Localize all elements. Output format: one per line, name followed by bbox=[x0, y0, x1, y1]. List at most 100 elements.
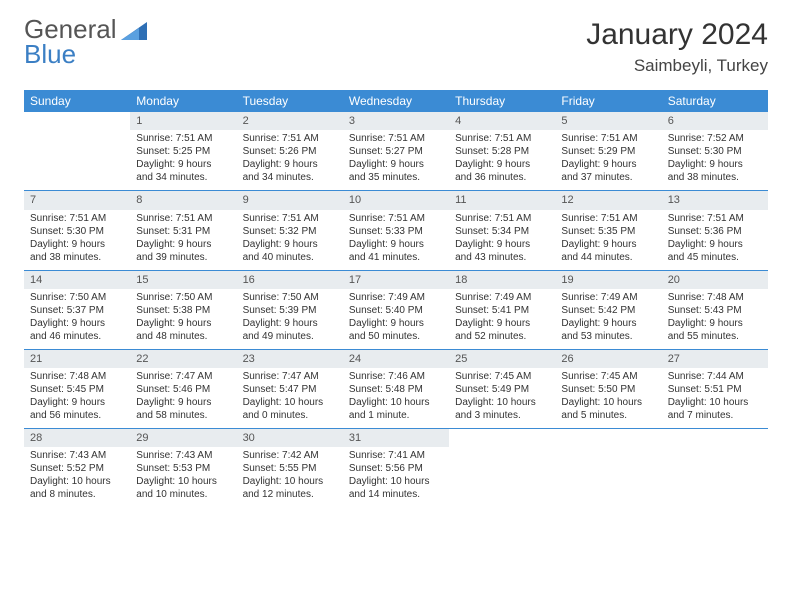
calendar-week: 7Sunrise: 7:51 AMSunset: 5:30 PMDaylight… bbox=[24, 191, 768, 270]
sunset-line: Sunset: 5:31 PM bbox=[136, 225, 230, 238]
daylight-line: Daylight: 9 hours and 37 minutes. bbox=[561, 158, 655, 184]
daylight-line: Daylight: 9 hours and 56 minutes. bbox=[30, 396, 124, 422]
sunrise-line: Sunrise: 7:50 AM bbox=[243, 291, 337, 304]
sunset-line: Sunset: 5:28 PM bbox=[455, 145, 549, 158]
sunrise-line: Sunrise: 7:51 AM bbox=[243, 212, 337, 225]
calendar-cell: .. bbox=[24, 112, 130, 191]
daylight-line: Daylight: 10 hours and 12 minutes. bbox=[243, 475, 337, 501]
sunrise-line: Sunrise: 7:51 AM bbox=[455, 212, 549, 225]
sunset-line: Sunset: 5:27 PM bbox=[349, 145, 443, 158]
day-number: 5 bbox=[555, 112, 661, 130]
sunset-line: Sunset: 5:56 PM bbox=[349, 462, 443, 475]
calendar-cell: 23Sunrise: 7:47 AMSunset: 5:47 PMDayligh… bbox=[237, 349, 343, 428]
calendar-cell: 26Sunrise: 7:45 AMSunset: 5:50 PMDayligh… bbox=[555, 349, 661, 428]
daylight-line: Daylight: 10 hours and 7 minutes. bbox=[668, 396, 762, 422]
sunrise-line: Sunrise: 7:52 AM bbox=[668, 132, 762, 145]
sunrise-line: Sunrise: 7:51 AM bbox=[349, 212, 443, 225]
calendar-cell: 7Sunrise: 7:51 AMSunset: 5:30 PMDaylight… bbox=[24, 191, 130, 270]
calendar-cell: 10Sunrise: 7:51 AMSunset: 5:33 PMDayligh… bbox=[343, 191, 449, 270]
day-body: Sunrise: 7:43 AMSunset: 5:53 PMDaylight:… bbox=[130, 447, 236, 507]
sunset-line: Sunset: 5:50 PM bbox=[561, 383, 655, 396]
sunset-line: Sunset: 5:36 PM bbox=[668, 225, 762, 238]
daylight-line: Daylight: 9 hours and 34 minutes. bbox=[136, 158, 230, 184]
daylight-line: Daylight: 10 hours and 10 minutes. bbox=[136, 475, 230, 501]
day-number: 3 bbox=[343, 112, 449, 130]
day-number: 18 bbox=[449, 271, 555, 289]
sunset-line: Sunset: 5:51 PM bbox=[668, 383, 762, 396]
day-body: Sunrise: 7:48 AMSunset: 5:43 PMDaylight:… bbox=[662, 289, 768, 349]
day-body: Sunrise: 7:51 AMSunset: 5:32 PMDaylight:… bbox=[237, 210, 343, 270]
daylight-line: Daylight: 9 hours and 35 minutes. bbox=[349, 158, 443, 184]
daylight-line: Daylight: 10 hours and 3 minutes. bbox=[455, 396, 549, 422]
sunset-line: Sunset: 5:25 PM bbox=[136, 145, 230, 158]
day-body: Sunrise: 7:51 AMSunset: 5:35 PMDaylight:… bbox=[555, 210, 661, 270]
daylight-line: Daylight: 10 hours and 5 minutes. bbox=[561, 396, 655, 422]
day-body: Sunrise: 7:50 AMSunset: 5:37 PMDaylight:… bbox=[24, 289, 130, 349]
daylight-line: Daylight: 9 hours and 44 minutes. bbox=[561, 238, 655, 264]
calendar-cell: 8Sunrise: 7:51 AMSunset: 5:31 PMDaylight… bbox=[130, 191, 236, 270]
sunset-line: Sunset: 5:55 PM bbox=[243, 462, 337, 475]
day-number: 6 bbox=[662, 112, 768, 130]
day-body: Sunrise: 7:49 AMSunset: 5:41 PMDaylight:… bbox=[449, 289, 555, 349]
sunrise-line: Sunrise: 7:51 AM bbox=[455, 132, 549, 145]
sunset-line: Sunset: 5:41 PM bbox=[455, 304, 549, 317]
sunrise-line: Sunrise: 7:48 AM bbox=[668, 291, 762, 304]
sunrise-line: Sunrise: 7:46 AM bbox=[349, 370, 443, 383]
calendar-cell: 14Sunrise: 7:50 AMSunset: 5:37 PMDayligh… bbox=[24, 270, 130, 349]
sunset-line: Sunset: 5:42 PM bbox=[561, 304, 655, 317]
calendar-cell: 12Sunrise: 7:51 AMSunset: 5:35 PMDayligh… bbox=[555, 191, 661, 270]
calendar-cell: 24Sunrise: 7:46 AMSunset: 5:48 PMDayligh… bbox=[343, 349, 449, 428]
sunrise-line: Sunrise: 7:49 AM bbox=[349, 291, 443, 304]
calendar-cell: .. bbox=[555, 429, 661, 508]
sunset-line: Sunset: 5:29 PM bbox=[561, 145, 655, 158]
daylight-line: Daylight: 9 hours and 52 minutes. bbox=[455, 317, 549, 343]
dayname: Friday bbox=[555, 90, 661, 112]
day-body: Sunrise: 7:51 AMSunset: 5:31 PMDaylight:… bbox=[130, 210, 236, 270]
day-number: 21 bbox=[24, 350, 130, 368]
day-body: Sunrise: 7:45 AMSunset: 5:50 PMDaylight:… bbox=[555, 368, 661, 428]
day-body: Sunrise: 7:46 AMSunset: 5:48 PMDaylight:… bbox=[343, 368, 449, 428]
day-number: 23 bbox=[237, 350, 343, 368]
day-number: 15 bbox=[130, 271, 236, 289]
day-number: 4 bbox=[449, 112, 555, 130]
day-body: Sunrise: 7:51 AMSunset: 5:33 PMDaylight:… bbox=[343, 210, 449, 270]
sunrise-line: Sunrise: 7:44 AM bbox=[668, 370, 762, 383]
calendar-week: 21Sunrise: 7:48 AMSunset: 5:45 PMDayligh… bbox=[24, 349, 768, 428]
daylight-line: Daylight: 10 hours and 8 minutes. bbox=[30, 475, 124, 501]
calendar-cell: 18Sunrise: 7:49 AMSunset: 5:41 PMDayligh… bbox=[449, 270, 555, 349]
daylight-line: Daylight: 9 hours and 53 minutes. bbox=[561, 317, 655, 343]
calendar-cell: 5Sunrise: 7:51 AMSunset: 5:29 PMDaylight… bbox=[555, 112, 661, 191]
calendar-cell: 11Sunrise: 7:51 AMSunset: 5:34 PMDayligh… bbox=[449, 191, 555, 270]
calendar-cell: 16Sunrise: 7:50 AMSunset: 5:39 PMDayligh… bbox=[237, 270, 343, 349]
sunset-line: Sunset: 5:48 PM bbox=[349, 383, 443, 396]
sunset-line: Sunset: 5:43 PM bbox=[668, 304, 762, 317]
daylight-line: Daylight: 10 hours and 1 minute. bbox=[349, 396, 443, 422]
sunrise-line: Sunrise: 7:50 AM bbox=[30, 291, 124, 304]
sunrise-line: Sunrise: 7:47 AM bbox=[243, 370, 337, 383]
calendar-cell: 4Sunrise: 7:51 AMSunset: 5:28 PMDaylight… bbox=[449, 112, 555, 191]
day-number: 14 bbox=[24, 271, 130, 289]
calendar-cell: 30Sunrise: 7:42 AMSunset: 5:55 PMDayligh… bbox=[237, 429, 343, 508]
daylight-line: Daylight: 9 hours and 34 minutes. bbox=[243, 158, 337, 184]
sunrise-line: Sunrise: 7:51 AM bbox=[136, 212, 230, 225]
sunset-line: Sunset: 5:52 PM bbox=[30, 462, 124, 475]
day-number: 2 bbox=[237, 112, 343, 130]
calendar-cell: 1Sunrise: 7:51 AMSunset: 5:25 PMDaylight… bbox=[130, 112, 236, 191]
header: General Blue January 2024 Saimbeyli, Tur… bbox=[24, 18, 768, 76]
day-body: Sunrise: 7:51 AMSunset: 5:28 PMDaylight:… bbox=[449, 130, 555, 190]
day-number: 20 bbox=[662, 271, 768, 289]
dayname: Saturday bbox=[662, 90, 768, 112]
day-body: Sunrise: 7:51 AMSunset: 5:30 PMDaylight:… bbox=[24, 210, 130, 270]
day-body: Sunrise: 7:50 AMSunset: 5:39 PMDaylight:… bbox=[237, 289, 343, 349]
day-number: 12 bbox=[555, 191, 661, 209]
logo-word2: Blue bbox=[24, 43, 117, 66]
title-block: January 2024 Saimbeyli, Turkey bbox=[586, 18, 768, 76]
sunrise-line: Sunrise: 7:51 AM bbox=[668, 212, 762, 225]
daylight-line: Daylight: 9 hours and 58 minutes. bbox=[136, 396, 230, 422]
daylight-line: Daylight: 9 hours and 43 minutes. bbox=[455, 238, 549, 264]
calendar-cell: 2Sunrise: 7:51 AMSunset: 5:26 PMDaylight… bbox=[237, 112, 343, 191]
daylight-line: Daylight: 9 hours and 36 minutes. bbox=[455, 158, 549, 184]
day-body: Sunrise: 7:51 AMSunset: 5:27 PMDaylight:… bbox=[343, 130, 449, 190]
sunrise-line: Sunrise: 7:51 AM bbox=[349, 132, 443, 145]
sunset-line: Sunset: 5:39 PM bbox=[243, 304, 337, 317]
